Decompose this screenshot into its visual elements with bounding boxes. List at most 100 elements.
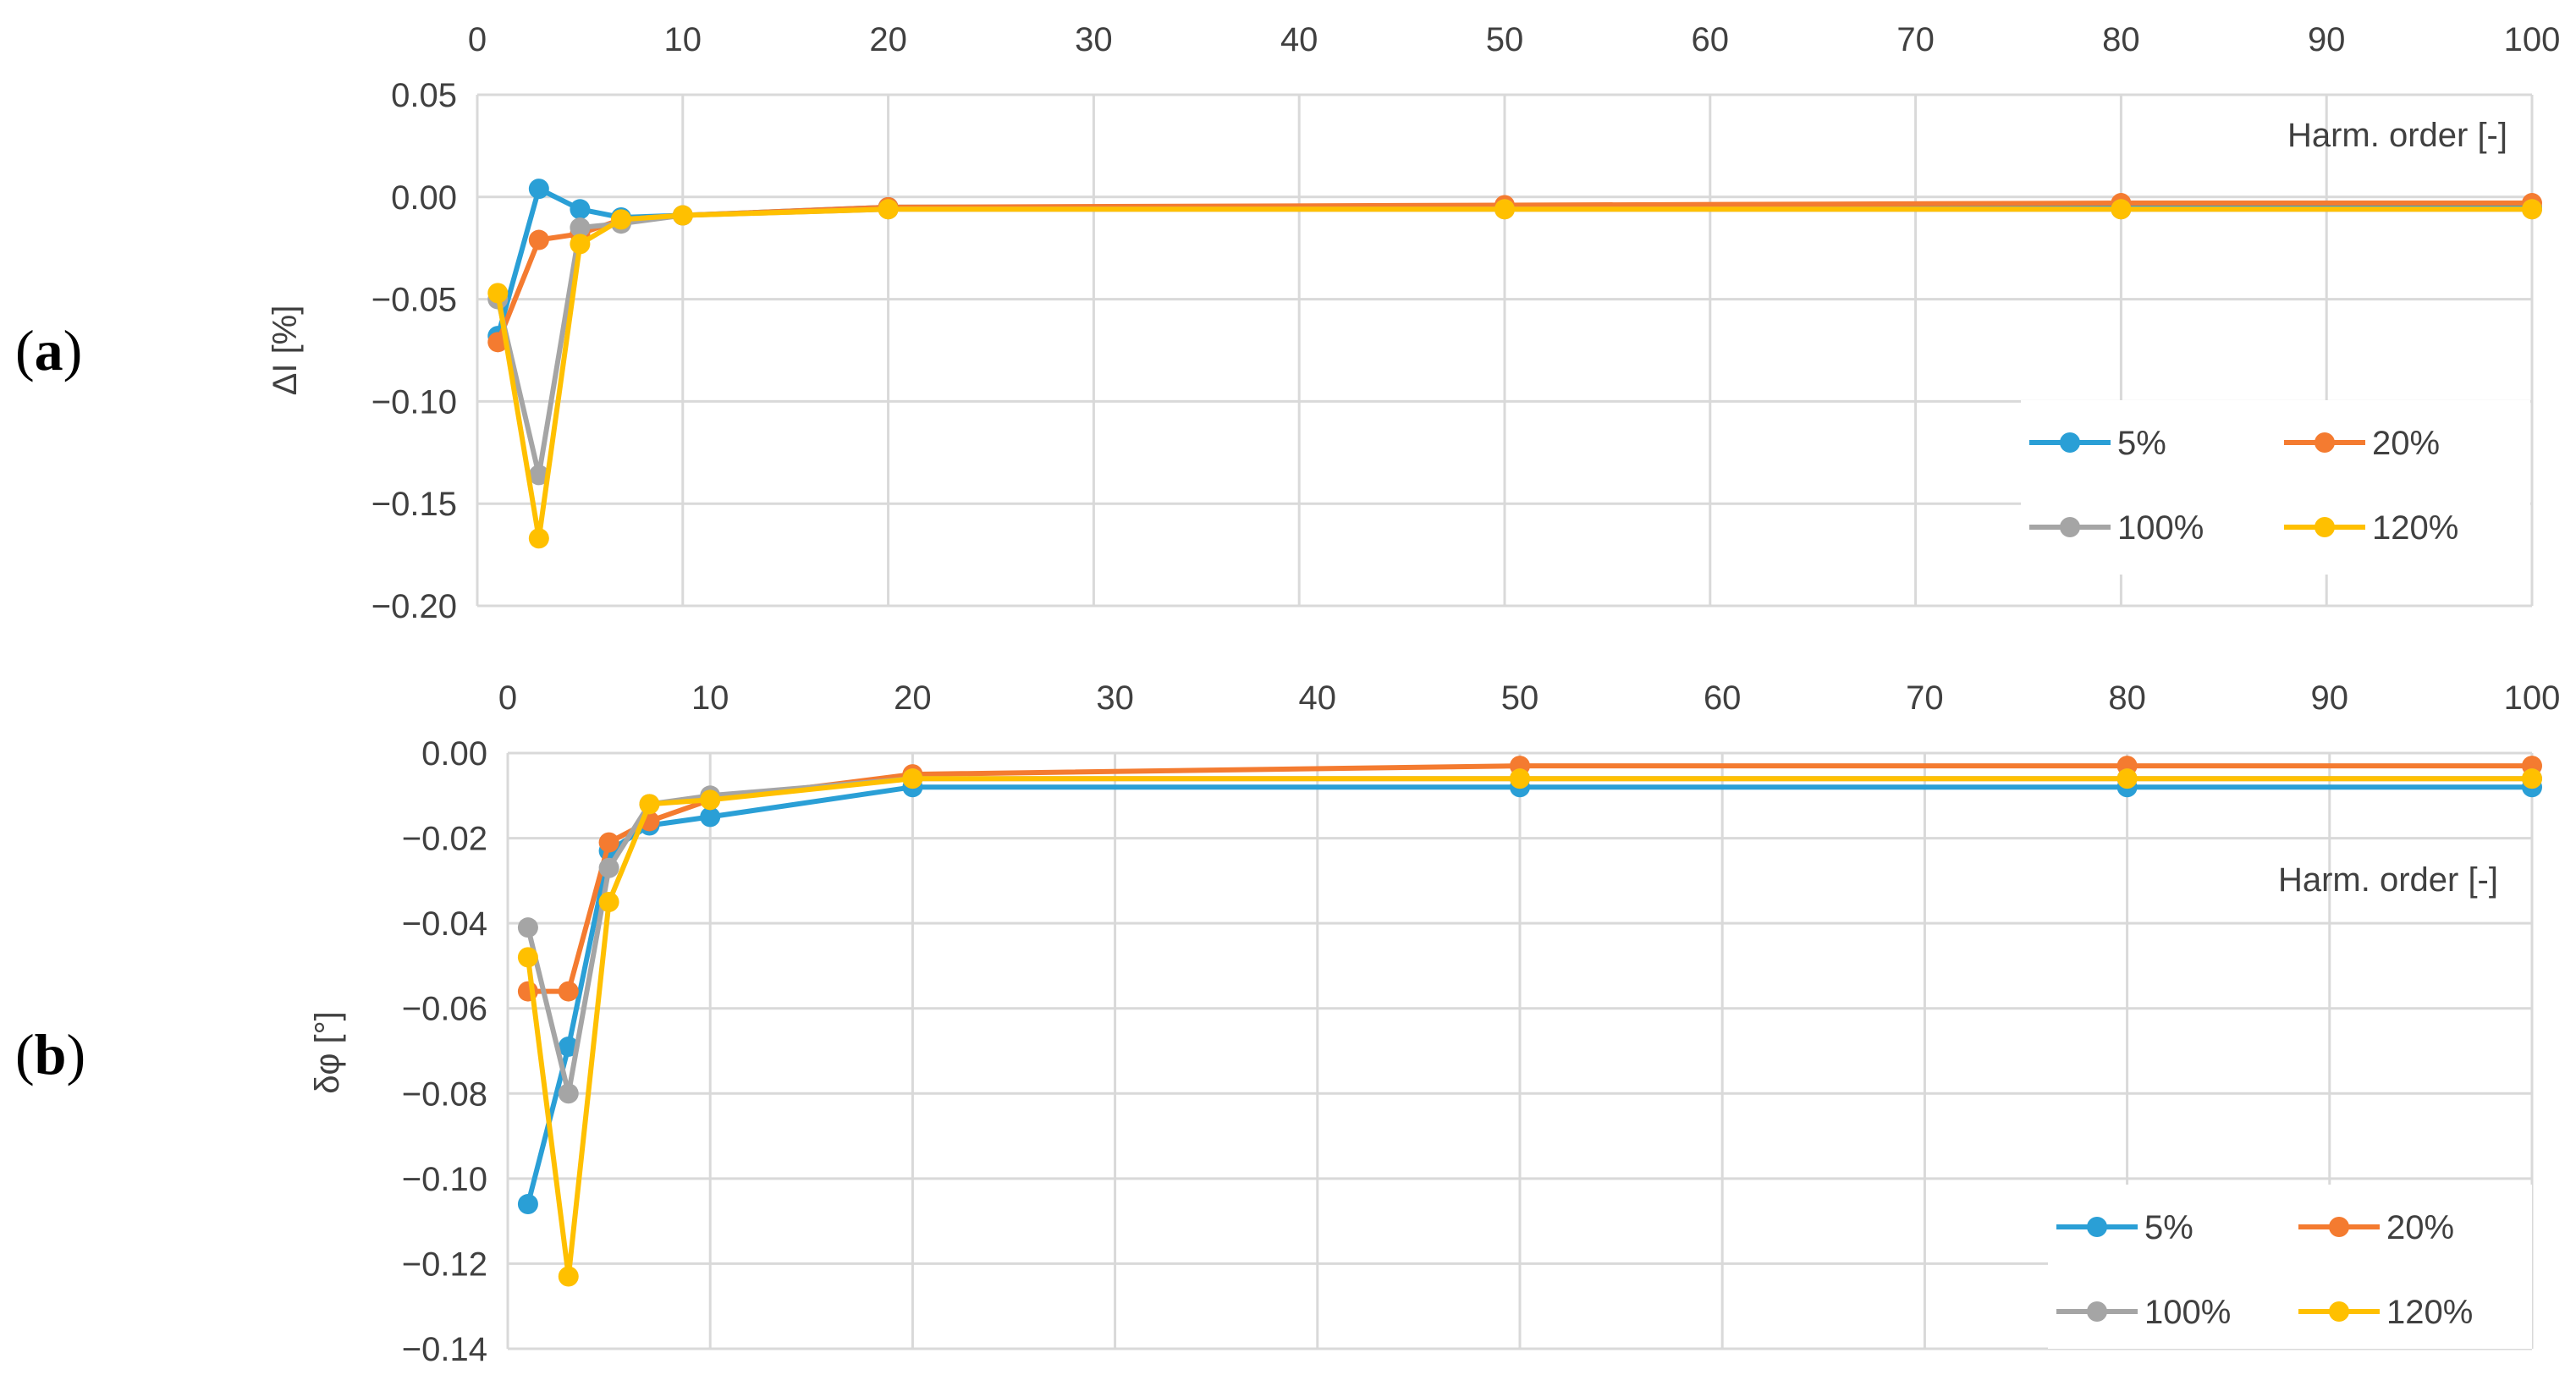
series-line [525,776,2532,1097]
y-tick-label: −0.04 [402,905,487,943]
legend-label: 20% [2372,425,2440,462]
data-point [528,229,549,250]
legend-swatch-marker [2060,517,2080,537]
x-tick-label: 70 [1906,679,1944,717]
panel-a-tag-letter: a [34,318,63,382]
panel-a-tag-open: ( [15,318,35,382]
y-tick-label: −0.12 [402,1246,487,1283]
legend-swatch-marker [2329,1301,2349,1322]
y-axis-title: ΔI [%] [267,305,304,396]
data-point [570,217,591,239]
data-point [517,1194,538,1215]
data-point [902,768,923,789]
chart-2: 0.00 −0.02 −0.04 −0.06 −0.08 −0.10 −0.12 −0.14 0… [309,679,2560,1368]
panel-a-tag-close: ) [63,318,83,382]
panel-a-tag: (a) [15,317,82,384]
data-point [639,794,660,815]
legend: 5% 20% 100% 120% [2021,400,2530,575]
series-line [525,784,2532,1205]
data-point [570,234,591,255]
x-tick-label: 60 [1704,679,1742,717]
data-point [672,205,693,226]
y-tick-label: −0.05 [372,282,457,319]
x-tick-label: 100 [2504,679,2561,717]
y-tick-label: −0.06 [402,991,487,1028]
data-point [517,947,538,968]
legend-swatch-marker [2315,517,2335,537]
series-5pct [517,777,2542,1215]
x-tick-label: 80 [2102,21,2140,58]
legend-swatch-marker [2087,1217,2107,1237]
legend-swatch-marker [2329,1217,2349,1237]
legend-label: 120% [2372,509,2458,547]
x-tick-label: 0 [468,21,487,58]
series-100pct [517,768,2542,1104]
data-point [1494,199,1515,220]
panel-b-tag: (b) [15,1021,85,1088]
y-tick-label: −0.10 [372,383,457,421]
data-point [558,1266,579,1287]
x-axis-title: Harm. order [-] [2287,117,2507,154]
data-point [700,806,721,828]
y-tick-label: −0.08 [402,1075,487,1113]
legend-swatch-marker [2315,432,2335,453]
y-tick-label: −0.20 [372,588,457,625]
series-120pct [487,199,2542,549]
data-point [570,199,591,220]
x-tick-label: 50 [1501,679,1539,717]
panel-b-tag-letter: b [34,1022,67,1086]
data-point [528,465,549,486]
legend-swatch-marker [2060,432,2080,453]
data-point [598,832,619,853]
x-tick-label: 20 [869,21,907,58]
legend-swatch-marker [2087,1301,2107,1322]
data-point [528,179,549,200]
data-point [528,528,549,549]
x-tick-label: 90 [2311,679,2349,717]
x-tick-label: 30 [1075,21,1113,58]
series-120pct [517,768,2542,1287]
x-axis-title: Harm. order [-] [2278,861,2498,899]
x-tick-label: 30 [1096,679,1134,717]
data-point [610,209,631,230]
x-tick-label: 10 [691,679,729,717]
series-20pct [517,756,2542,1002]
chart-1: 0.05 0.00 −0.05 −0.10 −0.15 −0.20 0 10 20 30 40 50 6… [267,21,2560,625]
y-tick-label: −0.02 [402,821,487,858]
legend: 5% 20% 100% 120% [2048,1185,2532,1349]
legend-label: 5% [2117,425,2166,462]
x-tick-label: 40 [1299,679,1337,717]
data-point [700,789,721,811]
legend-label: 100% [2144,1294,2231,1331]
y-tick-label: −0.15 [372,486,457,523]
data-point [2116,768,2138,789]
y-tick-label: −0.14 [402,1331,487,1368]
data-point [558,981,579,1002]
legend-label: 5% [2144,1209,2193,1246]
data-point [517,917,538,938]
panel-b-tag-close: ) [66,1022,86,1086]
y-tick-label: 0.00 [391,179,457,217]
data-point [2522,768,2542,789]
legend-background [2021,400,2530,575]
y-tick-label: 0.05 [391,77,457,114]
data-point [1510,768,1530,789]
legend-label: 20% [2386,1209,2454,1246]
panel-b-tag-open: ( [15,1022,35,1086]
y-tick-label: −0.10 [402,1161,487,1198]
x-tick-label: 70 [1896,21,1935,58]
series-line [495,201,2532,344]
data-point [598,857,619,878]
data-point [598,892,619,912]
x-tick-label: 20 [894,679,932,717]
x-tick-label: 90 [2308,21,2346,58]
data-point [2522,199,2542,220]
legend-background [2048,1185,2532,1349]
x-tick-label: 60 [1692,21,1730,58]
data-point [558,1083,579,1104]
data-point [878,199,899,220]
y-tick-label: 0.00 [421,735,487,773]
legend-label: 120% [2386,1294,2473,1331]
x-tick-label: 10 [664,21,702,58]
